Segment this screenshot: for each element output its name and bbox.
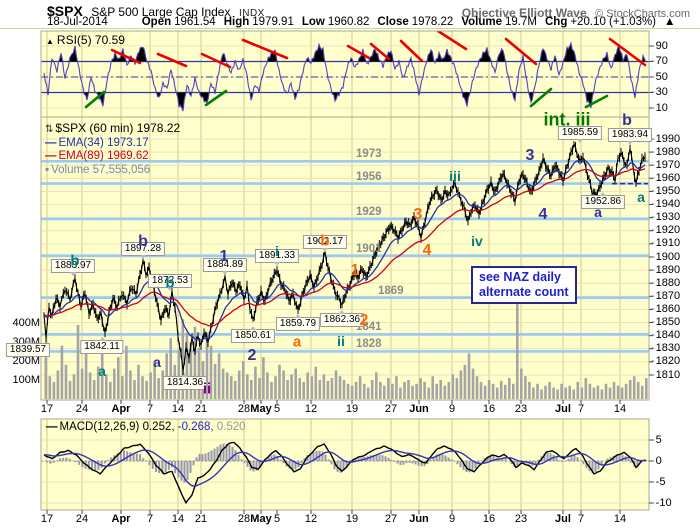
branding: Objective Elliott Wave © StockCharts.com xyxy=(462,4,690,22)
rsi-green-trendline xyxy=(204,89,228,107)
symbol: $SPX xyxy=(47,3,83,19)
price-series xyxy=(43,142,646,371)
rsi-red-trendline xyxy=(436,31,468,51)
macd-signal-line xyxy=(43,449,647,487)
price-legend-symbol: ⇅ $SPX (60 min) 1978.22 xyxy=(45,121,181,135)
note-line-2: alternate count xyxy=(479,285,569,299)
annotation-note-box: see NAZ daily alternate count xyxy=(471,266,577,304)
volume-bars xyxy=(44,295,648,400)
change-up-arrow-icon: ▲ xyxy=(664,16,676,28)
chart-title: $SPX S&P 500 Large Cap Index INDX xyxy=(47,3,265,21)
price-legend: ⇅ $SPX (60 min) 1978.22 — EMA(34) 1973.17 … xyxy=(45,121,181,177)
macd-line xyxy=(43,441,647,505)
volume-legend: ▪ Volume 57,555,056 xyxy=(45,163,151,176)
ema89-legend: — EMA(89) 1969.62 xyxy=(45,150,149,162)
ema89-swatch-icon: — xyxy=(45,150,57,162)
macd-group xyxy=(43,441,647,505)
ema34-swatch-icon: — xyxy=(45,136,57,149)
rsi-green-trendline xyxy=(84,90,106,109)
macd-signal-value: -0.268, xyxy=(177,421,214,433)
rsi-panel xyxy=(41,31,649,117)
macd-panel xyxy=(41,419,649,510)
rsi-indicator-icon: ▲ xyxy=(46,37,54,46)
ema34-legend: — EMA(34) 1973.17 xyxy=(45,136,149,149)
quote-close: Close 1978.22 xyxy=(377,16,454,28)
annotator-brand: Objective Elliott Wave xyxy=(461,6,587,20)
quote-open: Open 1961.54 xyxy=(141,16,216,28)
quote-volume: Volume 19.7M xyxy=(461,16,537,28)
rsi-green-trendline xyxy=(584,94,609,109)
quote-change: Chg +20.10 (+1.03%) xyxy=(544,16,657,28)
macd-hist-value: 0.520 xyxy=(216,421,246,433)
rsi-red-trendline xyxy=(156,52,188,68)
volume-swatch-icon: ▪ xyxy=(45,163,50,176)
quote-line: 18-Jul-2014 Open 1961.54 High 1979.91 Low 1… xyxy=(47,16,675,28)
rsi-red-trendline xyxy=(399,39,424,63)
chart-type-icon: ⇅ xyxy=(45,124,54,135)
macd-value: 0.252, xyxy=(142,421,175,433)
quote-date: 18-Jul-2014 xyxy=(47,16,108,28)
note-line-1: see NAZ daily xyxy=(479,270,561,284)
copyright: © StockCharts.com xyxy=(595,8,690,20)
rsi-red-trendline xyxy=(346,44,371,60)
exchange: INDX xyxy=(238,8,265,19)
rsi-red-trendline xyxy=(608,37,647,67)
rsi-red-trendline xyxy=(241,38,289,60)
header-divider xyxy=(0,28,700,29)
quote-high: High 1979.91 xyxy=(223,16,294,28)
rsi-legend: ▲ RSI(5) 70.59 xyxy=(46,33,125,47)
rsi-red-trendline xyxy=(200,52,232,69)
rsi-red-trendline xyxy=(110,48,142,65)
rsi-red-trendline xyxy=(369,42,391,61)
rsi-green-trendline xyxy=(529,87,553,108)
rsi-red-trendline xyxy=(504,37,538,66)
macd-legend: — MACD(12,26,9) 0.252, -0.268, 0.520 xyxy=(46,421,246,433)
macd-swatch-icon: — xyxy=(46,421,58,433)
rsi-line xyxy=(43,41,647,112)
ema89-line xyxy=(43,168,646,327)
quote-low: Low 1960.82 xyxy=(301,16,370,28)
symbol-name: S&P 500 Large Cap Index xyxy=(91,5,231,19)
